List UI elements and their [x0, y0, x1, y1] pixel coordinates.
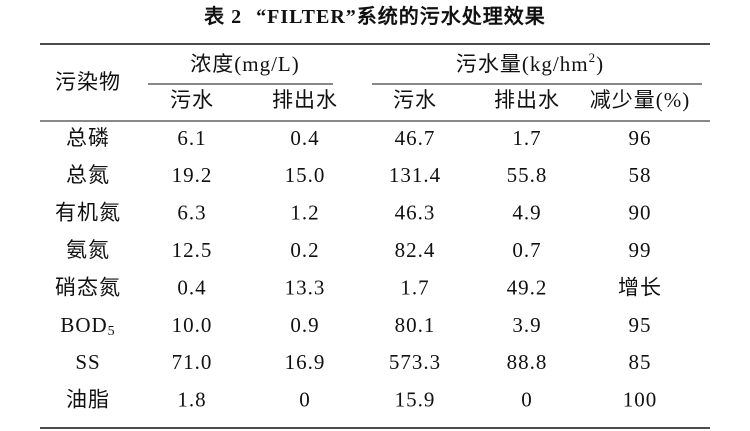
column-header: 污水: [393, 88, 437, 112]
row-label: 总磷: [66, 126, 110, 150]
cell: 1.7: [512, 126, 541, 150]
cell: 80.1: [395, 313, 436, 337]
column-header: 排出水: [494, 88, 560, 112]
group-header: 污水量(kg/hm2): [456, 50, 604, 76]
cell: 1.2: [290, 201, 319, 225]
title-text: “FILTER”系统的污水处理效果: [256, 4, 546, 28]
cell: 95: [629, 313, 652, 337]
cell: 0: [521, 388, 533, 412]
cell: 增长: [618, 275, 662, 299]
title: 表 2 “FILTER”系统的污水处理效果: [204, 4, 546, 28]
superscript: 2: [589, 50, 597, 65]
column-header: 减少量(%): [590, 88, 690, 112]
cell: 0.2: [290, 238, 319, 262]
cell: 10.0: [172, 313, 213, 337]
group-header-text: ): [596, 52, 604, 76]
cell: 13.3: [285, 275, 326, 299]
cell: 0.7: [512, 238, 541, 262]
cell: 19.2: [172, 163, 213, 187]
cell: 58: [629, 163, 652, 187]
cell: 12.5: [172, 238, 213, 262]
cell: 6.1: [177, 126, 206, 150]
cell: 85: [629, 350, 652, 374]
group-header-text: 污水量(kg/hm: [456, 52, 589, 76]
cell: 15.0: [285, 163, 326, 187]
cell: 46.7: [395, 126, 436, 150]
group-header: 浓度(mg/L): [190, 52, 299, 76]
cell: 4.9: [512, 201, 541, 225]
row-label: SS: [75, 350, 100, 374]
row-label: 硝态氮: [55, 275, 121, 299]
cell: 90: [629, 201, 652, 225]
cell: 96: [629, 126, 652, 150]
column-header: 排出水: [272, 88, 338, 112]
row-label: 总氮: [66, 163, 110, 187]
cell: 82.4: [395, 238, 436, 262]
cell: 573.3: [389, 350, 441, 374]
cell: 15.9: [395, 388, 436, 412]
row-label: 有机氮: [55, 201, 121, 225]
subscript: 5: [108, 324, 116, 339]
cell: 3.9: [512, 313, 541, 337]
row-label-text: BOD: [60, 313, 107, 337]
column-header: 污水: [170, 88, 214, 112]
cell: 0: [299, 388, 311, 412]
cell: 88.8: [507, 350, 548, 374]
row-label: 氨氮: [66, 238, 110, 262]
cell: 6.3: [177, 201, 206, 225]
cell: 0.9: [290, 313, 319, 337]
cell: 1.7: [400, 275, 429, 299]
cell: 49.2: [507, 275, 548, 299]
cell: 99: [629, 238, 652, 262]
cell: 46.3: [395, 201, 436, 225]
cell: 1.8: [177, 388, 206, 412]
row-label-header: 污染物: [55, 70, 121, 94]
cell: 131.4: [389, 163, 441, 187]
title-label: 表 2: [204, 4, 242, 28]
row-label: 油脂: [66, 388, 110, 412]
cell: 0.4: [177, 275, 206, 299]
cell: 0.4: [290, 126, 319, 150]
cell: 71.0: [172, 350, 213, 374]
cell: 55.8: [507, 163, 548, 187]
row-label: BOD5: [60, 313, 115, 339]
cell: 16.9: [285, 350, 326, 374]
cell: 100: [623, 388, 658, 412]
